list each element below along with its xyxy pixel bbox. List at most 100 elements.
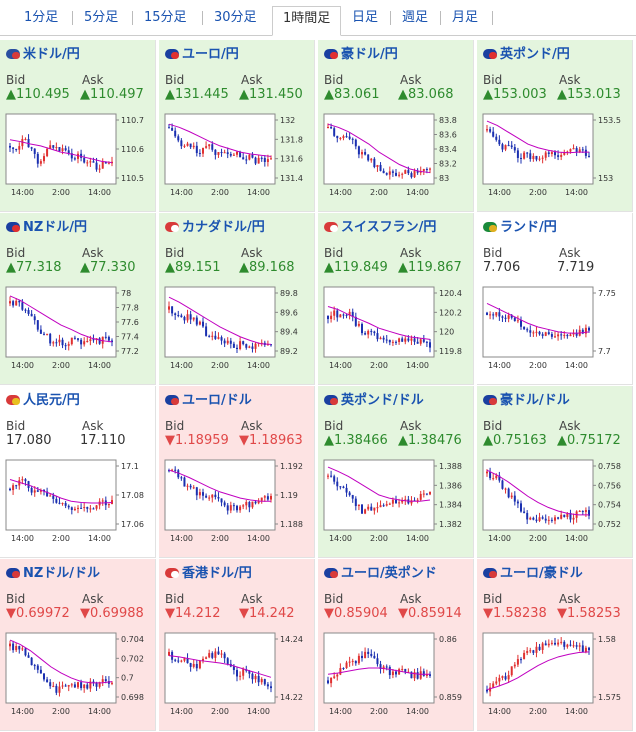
price-chart[interactable]: 0.86 0.859 14:00 2:00 14:00 [322,631,472,719]
x-tick-label: 2:00 [52,707,70,716]
currency-pair-link[interactable]: NZドル/ドル [6,565,100,583]
candle-body [388,666,391,676]
candle-body [55,342,58,344]
currency-pair-link[interactable]: スイスフラン/円 [324,219,436,237]
tab-5min[interactable]: 5分足 [84,10,119,25]
y-tick-label: 1.384 [439,501,462,510]
price-chart[interactable]: 1.192 1.19 1.188 14:00 2:00 14:00 [163,458,313,546]
bid-label: Bid [6,73,26,87]
candle-body [382,337,385,340]
price-chart[interactable]: 7.75 7.7 14:00 2:00 14:00 [481,285,631,373]
pair-name: 英ポンド/ドル [341,393,424,408]
currency-pair-link[interactable]: ユーロ/ドル [165,392,252,410]
currency-pair-link[interactable]: 米ドル/円 [6,46,80,64]
y-tick-label: 110.7 [121,116,144,125]
y-tick-label: 17.1 [121,462,139,471]
candle-body [495,136,498,140]
candle-body [21,479,24,481]
currency-pair-link[interactable]: 豪ドル/ドル [483,392,570,410]
candle-body [339,314,342,318]
price-chart[interactable]: 17.1 17.08 17.06 14:00 2:00 14:00 [4,458,154,546]
candle-body [584,647,587,653]
candle-body [510,495,513,498]
currency-pair-link[interactable]: ユーロ/豪ドル [483,565,583,583]
flag-icon [165,568,179,578]
currency-pair-link[interactable]: NZドル/円 [6,219,87,237]
price-chart[interactable]: 1.388 1.386 1.384 1.382 14:00 2:00 14:00 [322,458,472,546]
tab-separator [72,11,73,25]
candle-body [554,336,556,338]
bid-value: ▲110.495 [6,87,70,102]
currency-pair-link[interactable]: 豪ドル/円 [324,46,398,64]
currency-pair-link[interactable]: カナダドル/円 [165,219,265,237]
candle-body [21,302,24,310]
price-chart[interactable]: 153.5 153 14:00 2:00 14:00 [481,112,631,200]
price-chart[interactable]: 83.8 83.6 83.4 83.2 83 14:00 2:00 14:00 [322,112,472,200]
candle-body [98,338,101,344]
candle-body [510,666,513,676]
pair-name: 豪ドル/ドル [500,393,570,408]
ask-label: Ask [241,592,263,606]
tab-30min[interactable]: 30分足 [214,10,257,25]
price-chart[interactable]: 78 77.8 77.6 77.4 77.2 14:00 2:00 14:00 [4,285,154,373]
y-tick-label: 14.24 [280,635,303,644]
candle-body [330,315,333,320]
tab-15min[interactable]: 15分足 [144,10,187,25]
currency-card: NZドル/ドル Bid Ask ▼0.69972 ▼0.69988 0.704 0.702 0… [0,559,156,731]
y-tick-label: 132 [280,116,295,125]
price-chart[interactable]: 110.7 110.6 110.5 14:00 2:00 14:00 [4,112,154,200]
candle-body [270,686,272,689]
candle-body [39,490,42,492]
price-chart[interactable]: 0.758 0.756 0.754 0.752 14:00 2:00 14:00 [481,458,631,546]
currency-pair-link[interactable]: 香港ドル/円 [165,565,252,583]
currency-pair-link[interactable]: 人民元/円 [6,392,80,410]
tab-monthly[interactable]: 月足 [452,10,479,25]
candle-body [251,501,254,508]
flag-icon [324,222,338,232]
candle-body [171,128,174,131]
currency-pair-link[interactable]: ユーロ/円 [165,46,239,64]
candle-body [18,480,21,486]
currency-pair-link[interactable]: ランド/円 [483,219,557,237]
candle-body [67,685,70,687]
candle-body [538,158,541,160]
candle-body [535,646,538,653]
candle-body [15,148,18,150]
price-chart[interactable]: 1.58 1.575 14:00 2:00 14:00 [481,631,631,719]
candle-body [588,327,590,331]
price-chart[interactable]: 89.8 89.6 89.4 89.2 14:00 2:00 14:00 [163,285,313,373]
price-chart[interactable]: 0.704 0.702 0.7 0.698 14:00 2:00 14:00 [4,631,154,719]
candle-body [180,660,183,662]
candle-body [345,314,348,316]
candle-body [523,652,526,660]
candle-body [416,672,419,679]
candle-body [223,502,226,506]
candle-body [544,152,547,158]
price-chart[interactable]: 14.24 14.22 14:00 2:00 14:00 [163,631,313,719]
price-chart[interactable]: 132 131.8 131.6 131.4 14:00 2:00 14:00 [163,112,313,200]
currency-pair-link[interactable]: 英ポンド/円 [483,46,570,64]
ask-value: ▼0.69988 [80,606,144,621]
candle-body [364,333,367,335]
currency-pair-link[interactable]: 英ポンド/ドル [324,392,424,410]
price-chart[interactable]: 120.4 120.2 120 119.8 14:00 2:00 14:00 [322,285,472,373]
candle-body [532,155,535,159]
tab-1min[interactable]: 1分足 [24,10,59,25]
currency-pair-link[interactable]: ユーロ/英ポンド [324,565,437,583]
x-tick-label: 14:00 [88,707,111,716]
tab-weekly[interactable]: 週足 [402,10,429,25]
candle-body [529,330,532,333]
tab-daily[interactable]: 日足 [352,10,379,25]
tab-1hour[interactable]: 1時間足 [272,6,342,36]
moving-average-line [486,469,589,516]
y-tick-label: 153.5 [598,116,621,125]
candle-body [236,151,238,155]
candle-body [385,666,388,668]
candle-body [36,320,39,330]
candle-body [333,476,336,482]
candle-body [245,159,248,161]
candle-body [345,487,348,493]
candle-body [266,159,269,163]
flag-icon [6,568,20,578]
y-tick-label: 0.859 [439,693,462,702]
